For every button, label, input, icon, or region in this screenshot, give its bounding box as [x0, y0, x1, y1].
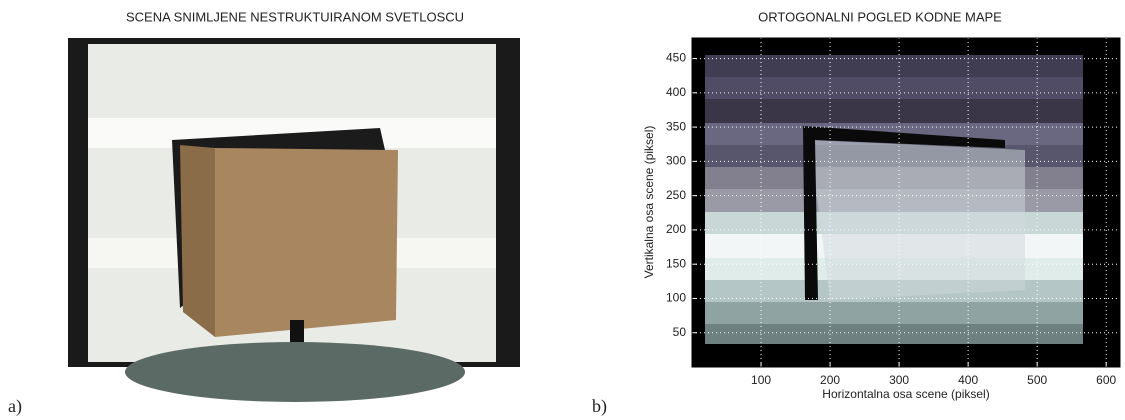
panel-label: a) [8, 396, 22, 417]
x-axis-label: Horizontalna osa scene (piksel) [822, 387, 989, 401]
panel-title: SCENA SNIMLJENE NESTRUKTUIRANOM SVETLOSC… [126, 9, 464, 24]
panel-label: b) [592, 396, 607, 417]
code-map-image [692, 38, 1120, 367]
y-tick-label: 350 [666, 119, 686, 133]
x-tick-label: 200 [820, 373, 840, 387]
y-tick-label: 100 [666, 291, 686, 305]
photo [68, 38, 520, 402]
y-tick-label: 50 [673, 325, 687, 339]
y-tick-label: 300 [666, 154, 686, 168]
x-tick-label: 400 [958, 373, 978, 387]
y-tick-label: 250 [666, 188, 686, 202]
y-tick-label: 400 [666, 85, 686, 99]
x-tick-label: 600 [1096, 373, 1116, 387]
y-tick-label: 200 [666, 222, 686, 236]
y-axis-label: Vertikalna osa scene (piksel) [642, 126, 656, 279]
x-tick-label: 500 [1027, 373, 1047, 387]
y-tick-label: 450 [666, 51, 686, 65]
x-tick-label: 300 [889, 373, 909, 387]
y-tick-label: 150 [666, 256, 686, 270]
panel-title: ORTOGONALNI POGLED KODNE MAPE [758, 9, 1002, 24]
figure: SCENA SNIMLJENE NESTRUKTUIRANOM SVETLOSC… [0, 0, 1125, 420]
x-tick-label: 100 [751, 373, 771, 387]
